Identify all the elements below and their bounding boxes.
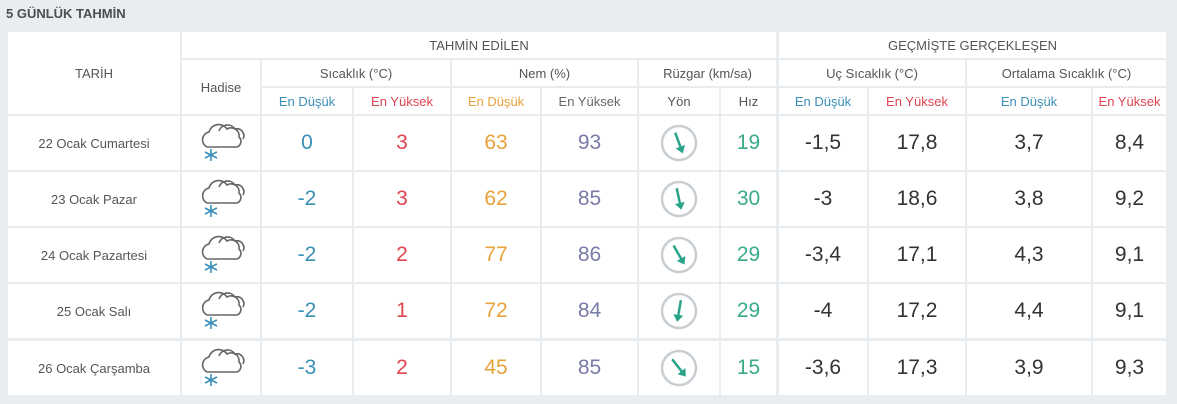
value-cell: -3 — [262, 341, 352, 395]
weather-icon-cell — [182, 284, 260, 338]
value-cell: 8,4 — [1093, 116, 1166, 170]
subheader-cell: Hız — [721, 88, 776, 114]
value-cell: 17,2 — [869, 284, 965, 338]
subheader-cell: En Yüksek — [1093, 88, 1166, 114]
wind-direction-icon — [660, 349, 698, 387]
value-cell: -1,5 — [779, 116, 867, 170]
value-cell: 63 — [452, 116, 540, 170]
weather-icon — [201, 123, 245, 162]
subheader-cell: En Yüksek — [354, 88, 450, 114]
weather-icon — [201, 348, 245, 387]
weather-icon — [201, 291, 245, 330]
date-cell: 26 Ocak Çarşamba — [8, 341, 180, 395]
value-cell: 19 — [721, 116, 776, 170]
value-cell: 15 — [721, 341, 776, 395]
value-cell: -2 — [262, 172, 352, 226]
weather-icon-cell — [182, 228, 260, 282]
value-cell: 29 — [721, 228, 776, 282]
value-cell: 85 — [542, 341, 637, 395]
value-cell: 0 — [262, 116, 352, 170]
value-cell: 9,3 — [1093, 341, 1166, 395]
value-cell: 3 — [354, 172, 450, 226]
header-cell: Rüzgar (km/sa) — [639, 60, 776, 86]
value-cell: 17,1 — [869, 228, 965, 282]
value-cell: 85 — [542, 172, 637, 226]
weather-icon-cell — [182, 341, 260, 395]
value-cell: -2 — [262, 228, 352, 282]
weather-icon-cell — [182, 116, 260, 170]
value-cell: 77 — [452, 228, 540, 282]
wind-direction-icon — [660, 180, 698, 218]
header-cell: Ortalama Sıcaklık (°C) — [967, 60, 1166, 86]
weather-icon — [201, 235, 245, 274]
wind-direction-cell — [639, 228, 719, 282]
value-cell: 3,9 — [967, 341, 1091, 395]
wind-direction-cell — [639, 116, 719, 170]
value-cell: 84 — [542, 284, 637, 338]
value-cell: 9,1 — [1093, 228, 1166, 282]
value-cell: -3 — [779, 172, 867, 226]
header-cell: TAHMİN EDİLEN — [182, 32, 776, 58]
subheader-cell: En Yüksek — [542, 88, 637, 114]
date-cell: 24 Ocak Pazartesi — [8, 228, 180, 282]
subheader-cell: En Düşük — [779, 88, 867, 114]
date-cell: 23 Ocak Pazar — [8, 172, 180, 226]
header-cell: Nem (%) — [452, 60, 637, 86]
value-cell: 3,7 — [967, 116, 1091, 170]
value-cell: 3,8 — [967, 172, 1091, 226]
section-title: 5 GÜNLÜK TAHMİN — [6, 6, 126, 21]
subheader-cell: En Düşük — [452, 88, 540, 114]
value-cell: 93 — [542, 116, 637, 170]
value-cell: 9,2 — [1093, 172, 1166, 226]
header-cell: TARİH — [8, 32, 180, 114]
date-cell: 25 Ocak Salı — [8, 284, 180, 338]
value-cell: 30 — [721, 172, 776, 226]
value-cell: 29 — [721, 284, 776, 338]
weather-icon-cell — [182, 172, 260, 226]
value-cell: 62 — [452, 172, 540, 226]
date-cell: 22 Ocak Cumartesi — [8, 116, 180, 170]
value-cell: -3,6 — [779, 341, 867, 395]
header-cell: Sıcaklık (°C) — [262, 60, 450, 86]
subheader-cell: Yön — [639, 88, 719, 114]
value-cell: 17,8 — [869, 116, 965, 170]
subheader-cell: En Düşük — [967, 88, 1091, 114]
value-cell: 1 — [354, 284, 450, 338]
subheader-cell: En Yüksek — [869, 88, 965, 114]
value-cell: 4,4 — [967, 284, 1091, 338]
value-cell: 2 — [354, 228, 450, 282]
wind-direction-icon — [660, 292, 698, 330]
weather-icon — [201, 179, 245, 218]
wind-direction-cell — [639, 341, 719, 395]
value-cell: 18,6 — [869, 172, 965, 226]
value-cell: 72 — [452, 284, 540, 338]
value-cell: -2 — [262, 284, 352, 338]
value-cell: 86 — [542, 228, 637, 282]
wind-direction-icon — [660, 124, 698, 162]
value-cell: 3 — [354, 116, 450, 170]
value-cell: 45 — [452, 341, 540, 395]
header-cell: Hadise — [182, 60, 260, 114]
wind-direction-cell — [639, 172, 719, 226]
value-cell: 2 — [354, 341, 450, 395]
value-cell: 9,1 — [1093, 284, 1166, 338]
header-cell: GEÇMİŞTE GERÇEKLEŞEN — [779, 32, 1166, 58]
wind-direction-icon — [660, 236, 698, 274]
value-cell: 4,3 — [967, 228, 1091, 282]
header-cell: Uç Sıcaklık (°C) — [779, 60, 965, 86]
value-cell: -3,4 — [779, 228, 867, 282]
value-cell: -4 — [779, 284, 867, 338]
subheader-cell: En Düşük — [262, 88, 352, 114]
wind-direction-cell — [639, 284, 719, 338]
value-cell: 17,3 — [869, 341, 965, 395]
